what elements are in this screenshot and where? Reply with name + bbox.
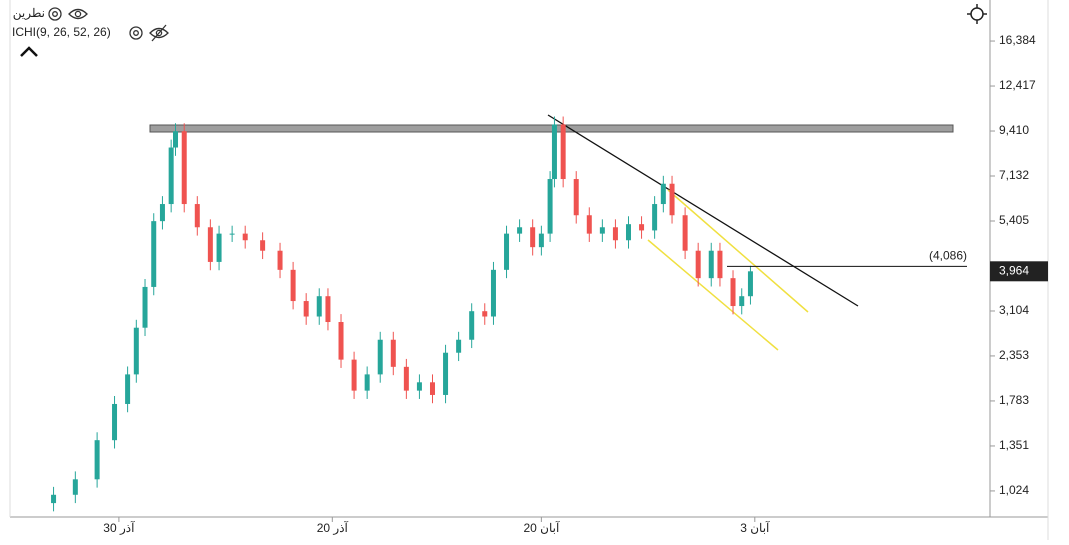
candle-body <box>695 250 701 279</box>
candle-body <box>660 183 666 205</box>
candle-body <box>94 440 100 480</box>
candle-body <box>517 227 523 234</box>
candle-body <box>142 286 148 328</box>
candle-body <box>338 322 344 360</box>
candle-body <box>538 233 544 248</box>
candle-body <box>717 250 723 279</box>
indicator-settings-icon[interactable] <box>129 26 143 40</box>
symbol-name: نطرین <box>13 6 45 20</box>
visibility-icon[interactable] <box>68 8 88 20</box>
candle-body <box>207 227 213 262</box>
candle-body <box>551 124 557 180</box>
candle-body <box>125 374 131 404</box>
candle-body <box>72 479 78 495</box>
trend-line[interactable] <box>547 114 859 307</box>
candle-body <box>482 311 488 317</box>
candle-body <box>669 183 675 216</box>
candle-body <box>547 179 553 234</box>
candle-body <box>229 233 235 235</box>
y-tick-label: 3,104 <box>999 303 1029 317</box>
candle-body <box>303 301 309 317</box>
y-tick-label: 9,410 <box>999 123 1029 137</box>
candle-body <box>599 227 605 234</box>
candle-body <box>652 204 658 231</box>
candle-body <box>351 359 357 391</box>
candle-body <box>469 311 475 340</box>
candle-body <box>639 224 645 231</box>
last-price-box <box>990 261 1048 282</box>
candle-body <box>490 269 496 317</box>
y-tick-label: 2,353 <box>999 348 1029 362</box>
candle-body <box>377 339 383 375</box>
y-tick-label: 7,132 <box>999 168 1029 182</box>
y-tick-label: 5,405 <box>999 213 1029 227</box>
x-tick-label: 30 آذر <box>103 520 135 535</box>
candle-body <box>625 224 631 241</box>
x-tick-label: 3 آبان <box>740 520 770 535</box>
crosshair-button[interactable] <box>967 4 987 24</box>
candle-body <box>586 215 592 234</box>
candle-body <box>530 227 536 248</box>
y-tick-label: 16,384 <box>999 33 1036 47</box>
last-price-label: 3,964 <box>999 263 1029 277</box>
candle-body <box>573 179 579 216</box>
candle-body <box>730 278 736 307</box>
candle-body <box>560 124 566 180</box>
indicator-name: ICHI(9, 26, 52, 26) <box>12 25 111 39</box>
candle-body <box>747 271 753 297</box>
y-tick-label: 1,783 <box>999 393 1029 407</box>
price-line-label: (4,086) <box>929 249 967 263</box>
candle-body <box>739 296 745 307</box>
candle-body <box>290 269 296 302</box>
hidden-icon[interactable] <box>149 24 169 42</box>
candle-body <box>443 352 449 395</box>
candle-body <box>708 250 714 279</box>
candle-body <box>390 339 396 367</box>
candle-body <box>168 147 174 205</box>
candle-body <box>456 339 462 353</box>
candle-body <box>416 382 422 391</box>
candle-body <box>173 131 179 148</box>
y-tick-label: 1,351 <box>999 438 1029 452</box>
candle-body <box>194 204 200 228</box>
resistance-zone[interactable] <box>149 124 954 133</box>
candle-body <box>181 131 187 205</box>
candle-body <box>504 233 510 270</box>
candle-body <box>242 233 248 241</box>
channel-upper[interactable] <box>667 189 809 313</box>
candle-body <box>159 204 165 222</box>
candle-body <box>612 227 618 241</box>
candle-body <box>112 403 118 441</box>
channel-lower[interactable] <box>647 239 779 351</box>
x-tick-label: 20 آبان <box>523 520 559 535</box>
settings-icon[interactable] <box>48 7 62 21</box>
candle-body <box>51 494 57 504</box>
candle-body <box>364 374 370 391</box>
y-tick-label: 1,024 <box>999 483 1029 497</box>
candle-body <box>682 215 688 251</box>
y-tick-label: 12,417 <box>999 78 1036 92</box>
candle-body <box>151 221 157 287</box>
x-tick-label: 20 آذر <box>317 520 349 535</box>
candle-body <box>277 250 283 270</box>
candle-body <box>216 233 222 262</box>
candle-body <box>429 382 435 395</box>
candle-body <box>133 327 139 375</box>
candle-body <box>260 240 266 251</box>
collapse-button[interactable] <box>20 46 38 57</box>
candle-body <box>403 366 409 391</box>
candle-body <box>325 296 331 323</box>
candle-body <box>316 296 322 317</box>
